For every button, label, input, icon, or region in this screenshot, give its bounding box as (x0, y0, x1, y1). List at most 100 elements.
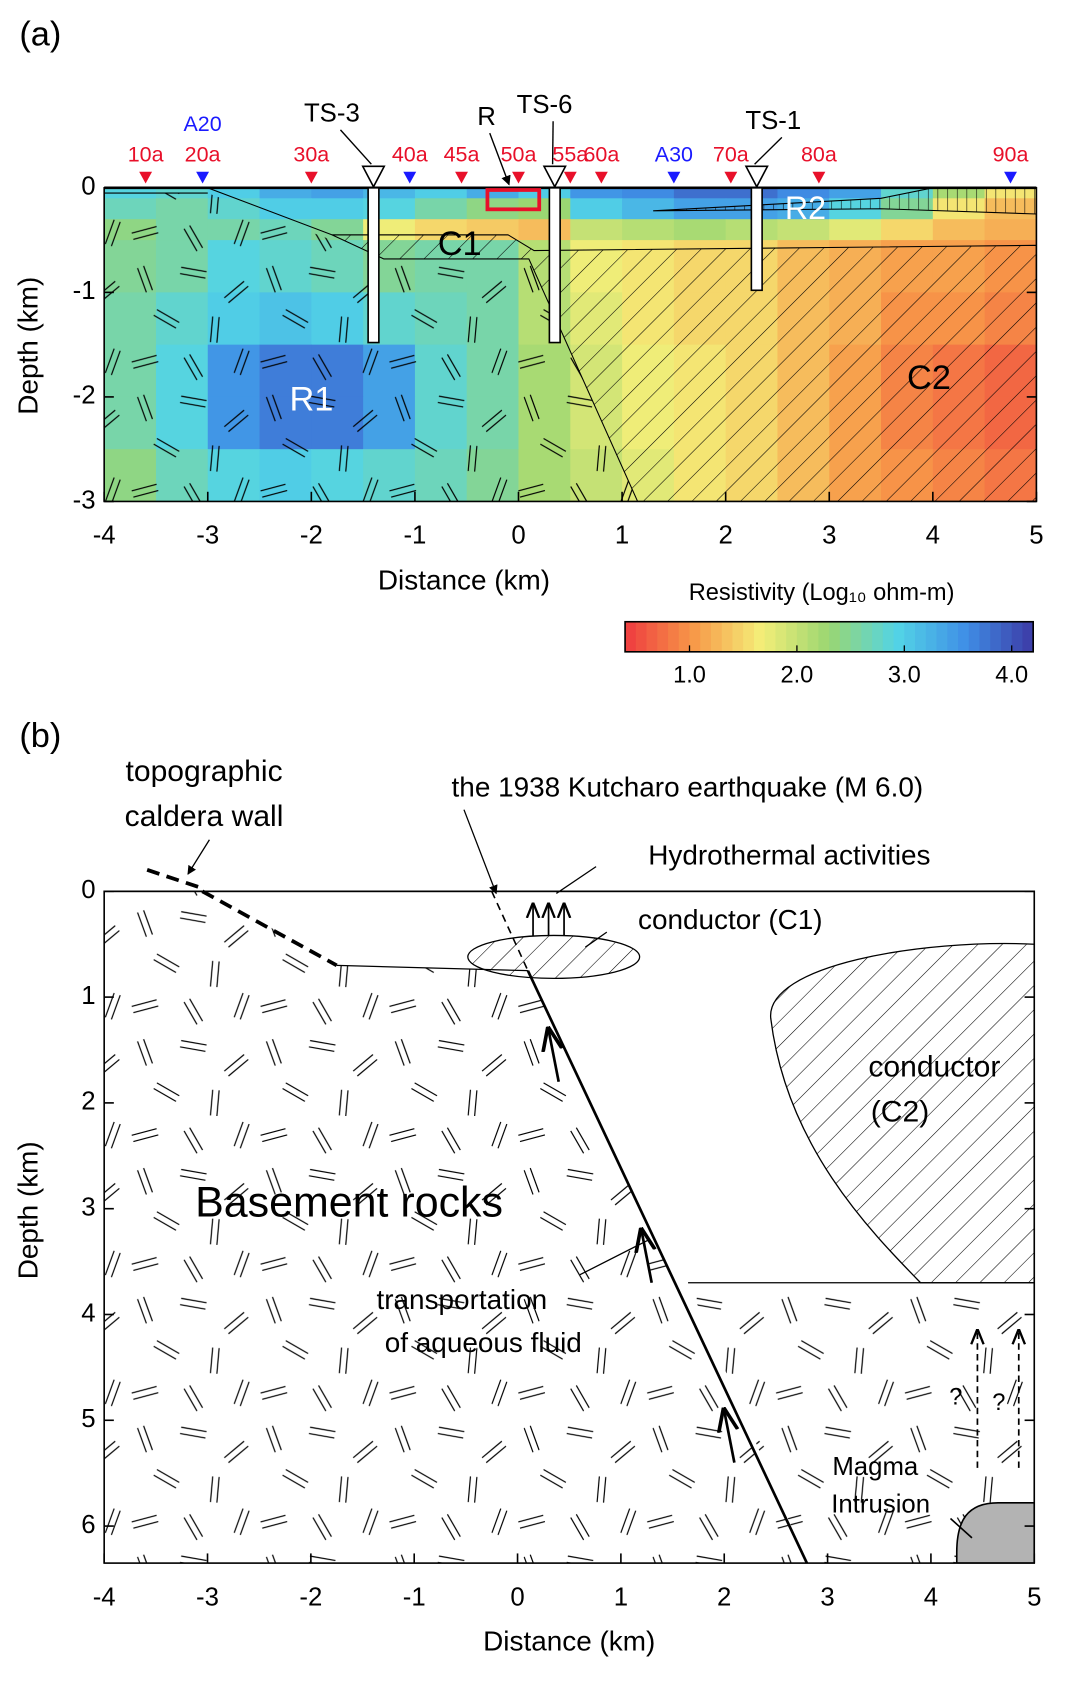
colorbar-slice (990, 621, 1002, 652)
y-tick-label: -1 (73, 277, 96, 305)
fault (526, 970, 809, 1563)
annotation: Magma (832, 1453, 919, 1481)
colorbar-slice (764, 621, 776, 652)
plot-frame (103, 187, 1038, 503)
annotation: transportation (376, 1284, 547, 1315)
x-tick-label: -2 (300, 522, 323, 550)
fault-projected (490, 891, 529, 971)
colorbar-slice (872, 621, 884, 652)
y-tick-label: -3 (73, 486, 96, 514)
cell (777, 219, 830, 241)
annotation: C1 (438, 225, 482, 263)
colorbar-tick-label: 2.0 (780, 663, 813, 689)
cell (518, 187, 571, 199)
station-label: 70a (713, 142, 749, 166)
leader (949, 1517, 973, 1539)
boundary (207, 187, 509, 236)
caldera-wall (201, 889, 338, 968)
station-label: A30 (655, 142, 693, 166)
colorbar-slice (700, 621, 712, 652)
y-tick-label: 6 (81, 1511, 95, 1539)
station-label: 80a (801, 142, 837, 166)
colorbar-slice (1000, 621, 1013, 652)
x-tick-label: 3 (820, 1583, 834, 1611)
colorbar-slice (893, 621, 905, 652)
colorbar-slice (668, 621, 680, 652)
cell (881, 219, 934, 241)
r-box (485, 188, 542, 212)
annotation: C2 (907, 359, 951, 397)
x-tick-label: 3 (822, 522, 836, 550)
cell (259, 187, 312, 199)
station (139, 171, 153, 184)
basement-area (688, 1282, 1035, 1563)
y-tick-label: 4 (81, 1299, 95, 1327)
colorbar-slice (915, 621, 927, 652)
basement-area (104, 891, 807, 1563)
annotation: Intrusion (831, 1490, 930, 1518)
x-tick-label: -4 (93, 1583, 116, 1611)
colorbar-slice (958, 621, 970, 652)
x-tick-label: 0 (511, 522, 525, 550)
colorbar-slice (1011, 621, 1023, 652)
annotation: topographic (126, 755, 283, 788)
station (812, 171, 826, 184)
colorbar-slice (947, 621, 959, 652)
magma-intrusion (955, 1501, 1035, 1563)
colorbar-slice (882, 621, 895, 652)
cell (932, 219, 986, 241)
colorbar-tick-label: 1.0 (673, 663, 706, 689)
x-tick-label: -3 (196, 1583, 219, 1611)
well-head (744, 165, 769, 189)
panel-label: (a) (19, 15, 61, 53)
colorbar-slice (646, 621, 658, 652)
colorbar-slice (721, 621, 734, 652)
cell (622, 198, 675, 220)
colorbar-slice (839, 621, 852, 652)
basement-top (336, 964, 528, 972)
colorbar-slice (968, 621, 981, 652)
annotation: R2 (785, 190, 826, 226)
x-tick-label: 1 (614, 1583, 628, 1611)
cell (673, 219, 727, 241)
x-tick-label: 2 (717, 1583, 731, 1611)
y-tick-label: -2 (73, 382, 96, 410)
r2-layer (653, 187, 1037, 215)
leader (584, 931, 608, 948)
colorbar-slice (1022, 621, 1034, 652)
colorbar-slice (925, 621, 938, 652)
x-tick-label: -3 (196, 522, 219, 550)
leader (489, 132, 511, 186)
cell (829, 187, 882, 199)
station (304, 171, 318, 184)
station-label: 45a (444, 142, 480, 166)
x-axis-label: Distance (km) (483, 1625, 655, 1656)
annotation: caldera wall (125, 800, 284, 833)
fluid-arrow (548, 1029, 558, 1082)
colorbar-tick-label: 4.0 (995, 663, 1028, 689)
station-label: 55a (552, 142, 588, 166)
colorbar-frame (624, 620, 1034, 653)
colorbar-slice (786, 621, 798, 652)
well-head (361, 165, 386, 189)
colorbar-slice (850, 621, 862, 652)
colorbar-slice (775, 621, 787, 652)
station (455, 171, 468, 184)
conductor-c2 (770, 942, 1035, 1284)
colorbar-slice (829, 621, 841, 652)
leader (187, 839, 210, 875)
colorbar-slice (625, 621, 637, 652)
annotation: ? (949, 1384, 962, 1410)
station-label: 90a (993, 142, 1029, 166)
cell (259, 198, 312, 220)
panel-label: (b) (19, 717, 61, 755)
colorbar-tick-label: 3.0 (888, 663, 921, 689)
colorbar-slice (904, 621, 916, 652)
colorbar-title: Resistivity (Log₁₀ ohm-m) (689, 580, 955, 606)
cell (466, 187, 520, 199)
y-tick-label: 3 (81, 1194, 95, 1222)
conductor-area (331, 234, 1037, 502)
annotation: Hydrothermal activities (648, 839, 930, 870)
colorbar-slice (710, 621, 723, 652)
